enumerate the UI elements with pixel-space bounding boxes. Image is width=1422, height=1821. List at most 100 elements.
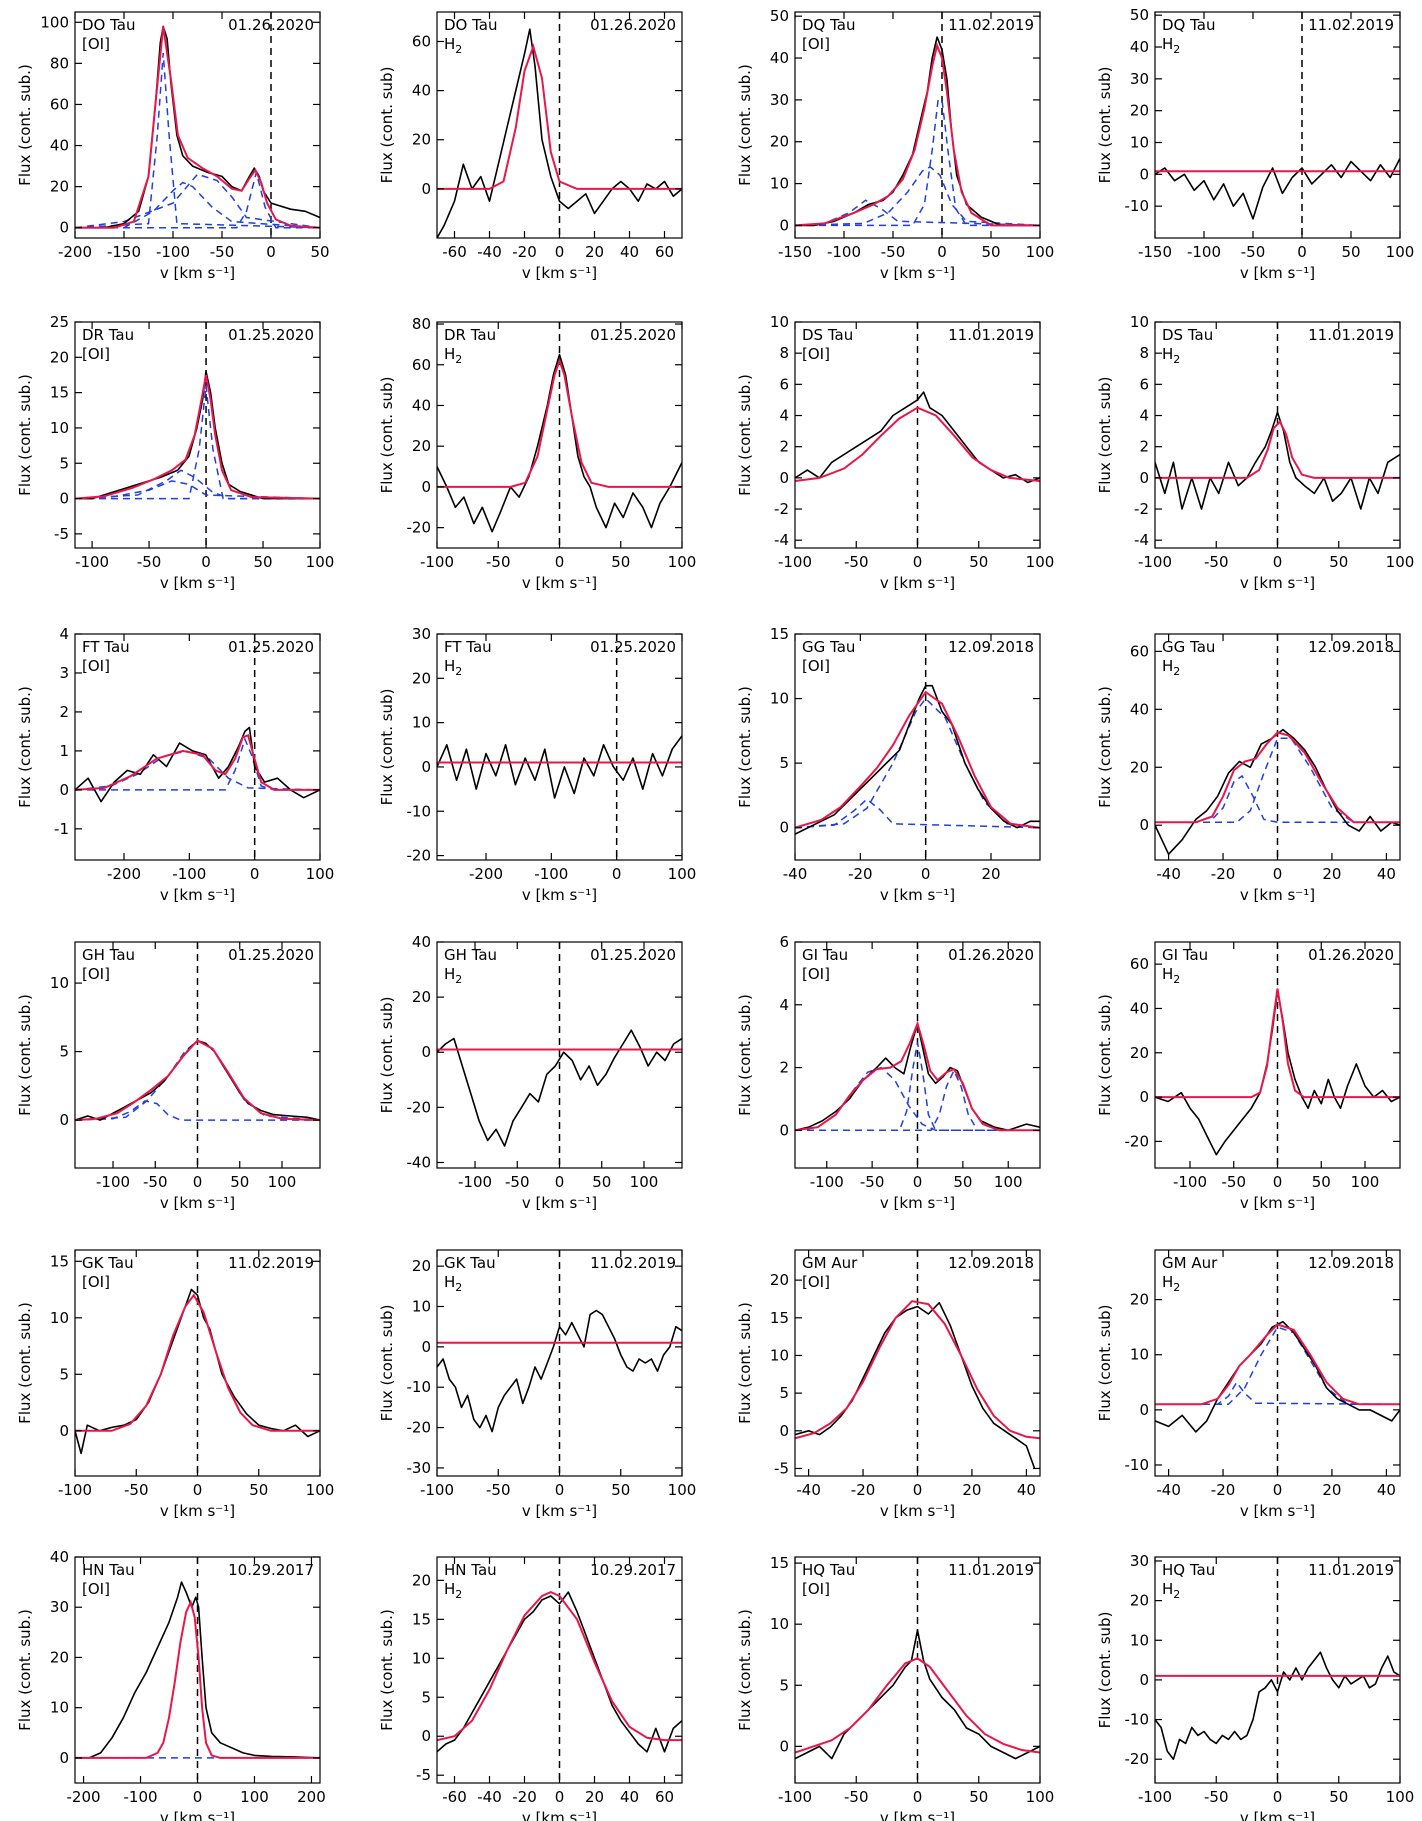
x-axis-label: v [km s⁻¹] [1240,886,1315,904]
y-tick-label: 4 [779,407,789,425]
x-tick-label: 100 [994,1173,1023,1191]
plot-area [1155,1557,1400,1783]
y-tick-label: 20 [1130,758,1149,776]
plot-area [437,1557,682,1783]
star-name: GH Tau [82,946,135,964]
y-tick-label: 20 [412,437,431,455]
panel-ds-tau-oi: -100 -50 0 50 100-4-20246810v [km s⁻¹]Flux (… [736,313,1054,592]
y-tick-label: 30 [50,1598,69,1616]
y-tick-label: 2 [1139,438,1149,456]
x-tick-label: 0 [913,1481,923,1499]
y-axis-label: Flux (cont. sub.) [16,1609,34,1731]
star-name: GH Tau [444,946,497,964]
panel-gk-tau-h2: -100 -50 0 50 100-30-20-1001020v [km s⁻¹]Flu… [378,1250,696,1520]
y-tick-label: -20 [407,1098,432,1116]
x-tick-label: -100 [778,1788,812,1806]
x-tick-label: -150 [1138,243,1172,261]
x-axis-label: v [km s⁻¹] [160,574,235,592]
y-tick-label: 10 [770,1346,789,1364]
x-tick-label: 20 [585,1788,604,1806]
panel-gk-tau-oi: -100 -50 0 50 100051015v [km s⁻¹]Flux (cont.… [16,1250,334,1520]
x-tick-label: -40 [796,1481,821,1499]
observed-spectrum [437,736,682,798]
y-tick-label: 0 [59,1749,69,1767]
x-tick-label: -200 [107,865,141,883]
plot-area [1155,12,1400,238]
x-tick-label: 100 [1026,243,1055,261]
x-tick-label: -40 [1156,865,1181,883]
x-axis-label: v [km s⁻¹] [1240,1194,1315,1212]
plot-area [75,634,320,860]
panel-dq-tau-oi: -150 -100 -50 0 50 10001020304050v [km s⁻¹]Fl… [736,7,1054,282]
y-axis-label: Flux (cont. sub.) [736,1609,754,1731]
y-tick-label: 50 [1130,6,1149,24]
total-fit [75,26,320,227]
y-tick-label: 25 [50,313,69,331]
y-axis-label: Flux (cont. sub) [1096,1305,1114,1422]
y-tick-label: 10 [50,1699,69,1717]
y-tick-label: 0 [421,1043,431,1061]
line-label: H2 [1162,657,1180,678]
observation-date: 01.26.2020 [228,16,314,34]
y-tick-label: 20 [412,1257,431,1275]
y-axis-label: Flux (cont. sub.) [1096,686,1114,808]
y-axis-label: Flux (cont. sub) [1096,67,1114,184]
x-tick-label: 50 [1329,1788,1348,1806]
y-tick-label: 8 [779,344,789,362]
x-tick-label: -100 [1138,553,1172,571]
x-tick-label: 0 [250,865,260,883]
y-tick-label: 15 [50,1252,69,1270]
line-label: [OI] [82,657,110,675]
panel-dq-tau-h2: -150 -100 -50 0 50 100-1001020304050v [km s⁻¹… [1096,6,1414,282]
x-tick-label: 100 [1351,1173,1380,1191]
line-label: [OI] [802,1580,830,1598]
x-tick-label: 0 [1273,553,1283,571]
y-tick-label: 2 [779,438,789,456]
panel-gm-aur-h2: -40 -20 0 20 40-1001020v [km s⁻¹]Flux (cont.… [1096,1250,1400,1520]
x-tick-label: -200 [67,1788,101,1806]
y-tick-label: 0 [1139,165,1149,183]
y-tick-label: 15 [770,625,789,643]
x-tick-label: -50 [881,243,906,261]
gaussian-component-3 [75,174,320,227]
y-tick-label: 6 [779,933,789,951]
x-tick-label: 100 [1386,1788,1415,1806]
y-tick-label: 15 [412,1610,431,1628]
y-tick-label: -40 [407,1153,432,1171]
y-tick-label: 80 [50,54,69,72]
x-tick-label: -50 [210,243,235,261]
y-tick-label: 5 [779,1676,789,1694]
y-axis-label: Flux (cont. sub) [1096,1612,1114,1729]
y-tick-label: 10 [412,714,431,732]
x-tick-label: 100 [668,553,697,571]
x-tick-label: 100 [668,1481,697,1499]
y-axis-label: Flux (cont. sub.) [16,994,34,1116]
panel-do-tau-oi: -200 -150 -100 -50 0 50020406080100v [km s⁻¹]… [16,12,330,282]
x-tick-label: 50 [611,553,630,571]
x-tick-label: -100 [1173,1173,1207,1191]
plot-area [795,634,1040,860]
x-tick-label: 0 [913,553,923,571]
panel-gm-aur-oi: -40 -20 0 20 40-505101520v [km s⁻¹]Flux (con… [736,1250,1040,1520]
x-tick-label: -100 [534,865,568,883]
x-tick-label: 20 [1322,865,1341,883]
x-tick-label: 50 [230,1173,249,1191]
x-tick-label: -100 [75,553,109,571]
y-tick-label: 10 [50,1309,69,1327]
x-axis-label: v [km s⁻¹] [160,264,235,282]
y-tick-label: 3 [59,664,69,682]
x-axis-label: v [km s⁻¹] [160,1809,235,1821]
y-tick-label: -5 [54,525,69,543]
observation-date: 01.25.2020 [590,638,676,656]
x-tick-label: 100 [1386,243,1415,261]
y-axis-label: Flux (cont. sub.) [736,686,754,808]
x-tick-label: 50 [981,243,1000,261]
x-tick-label: -100 [96,1173,130,1191]
star-name: FT Tau [82,638,130,656]
y-tick-label: 50 [770,7,789,25]
line-label: H2 [444,657,462,678]
x-tick-label: -60 [442,1788,467,1806]
y-tick-label: 0 [779,469,789,487]
plot-area [795,942,1040,1168]
x-tick-label: 50 [611,1481,630,1499]
